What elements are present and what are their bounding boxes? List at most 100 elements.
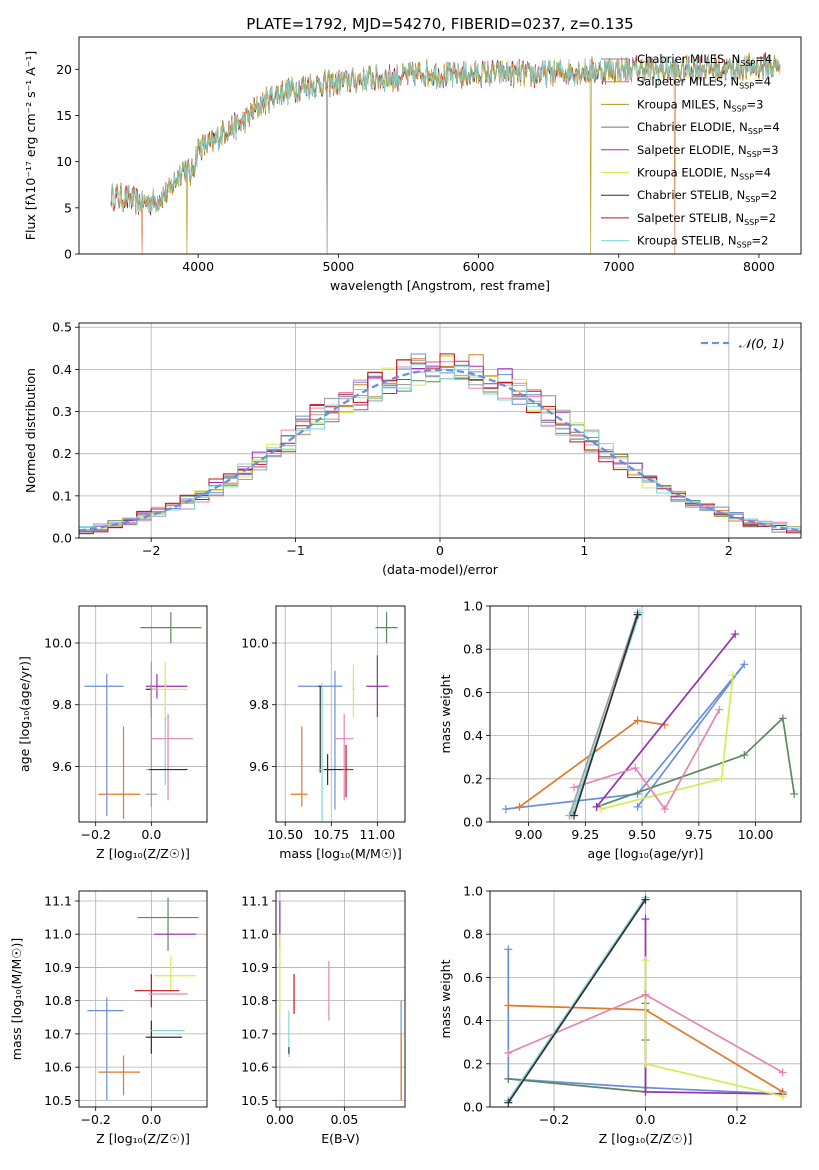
spectrum-lines (110, 51, 781, 254)
x-tick-label: −0.2 (81, 1112, 111, 1127)
x-axis-label: Z [log₁₀(Z/Z☉)] (96, 846, 190, 861)
y-tick-label: 0.2 (463, 771, 483, 786)
mass-vs-ebv-panel: 0.00 0.05 10.5 10.6 10.7 10.8 10.9 11.0 11.1 E(B-… (241, 890, 406, 1146)
y-tick-label: 10.0 (44, 636, 72, 651)
x-axis-label: Z [log₁₀(Z/Z☉)] (599, 1131, 693, 1146)
mass-vs-metallicity-panel: −0.2 0.0 10.5 10.6 10.7 10.8 10.9 11.0 11.1 Z [lo… (9, 890, 208, 1146)
y-axis-label: mass weight (438, 674, 453, 753)
weight-line (507, 899, 647, 1104)
x-tick-label: −1 (286, 543, 304, 558)
normal-curve (79, 368, 801, 532)
legend-entry: Chabrier ELODIE, NSSP=4 (637, 120, 780, 136)
legend-entry: Chabrier STELIB, NSSP=2 (637, 188, 777, 204)
age-vs-mass-panel: 10.50 10.75 11.00 9.6 9.8 10.0 mass [log₁₀(M/M… (241, 605, 406, 861)
axes-frame (78, 36, 802, 255)
x-tick-label: 11.00 (359, 827, 395, 842)
spectrum-line (110, 54, 781, 213)
massweight-vs-metallicity-panel: −0.2 0.0 0.2 0.0 0.2 0.4 0.6 0.8 1.0 Z [log₁₀(Z/Z… (438, 884, 802, 1146)
errorbars (87, 897, 199, 1101)
y-tick-label: 10.8 (241, 993, 269, 1008)
weight-line (600, 675, 734, 810)
y-tick-label: 0.4 (463, 1013, 483, 1028)
x-tick-label: 0.0 (141, 827, 161, 842)
y-tick-label: 1.0 (463, 884, 483, 899)
y-tick-label: 0.5 (52, 320, 72, 335)
y-tick-label: 0.0 (463, 1100, 483, 1115)
weight-line (505, 663, 745, 810)
errorbars (279, 900, 402, 1101)
y-tick-label: 15 (56, 108, 72, 123)
x-tick-label: 0.05 (330, 1112, 358, 1127)
x-axis-label: E(B-V) (321, 1131, 360, 1146)
y-tick-label: 9.8 (52, 697, 72, 712)
y-tick-label: 10.0 (241, 636, 269, 651)
y-tick-label: 20 (56, 62, 72, 77)
x-tick-label: −0.2 (539, 1112, 569, 1127)
y-tick-label: 0.6 (463, 970, 483, 985)
x-tick-label: 0.0 (141, 1112, 161, 1127)
y-tick-label: 10 (56, 154, 72, 169)
age-vs-metallicity-panel: −0.2 0.0 9.6 9.8 10.0 Z [log₁₀(Z/Z☉)] age [log… (17, 605, 208, 861)
y-tick-label: 10.7 (44, 1026, 72, 1041)
weight-line (568, 612, 639, 816)
y-tick-label: 11.1 (44, 893, 72, 908)
weight-line (508, 1003, 647, 1093)
legend-entry: Salpeter ELODIE, NSSP=3 (637, 143, 779, 159)
y-tick-label: 10.8 (44, 993, 72, 1008)
y-tick-label: 11.0 (241, 927, 269, 942)
y-axis-label: mass [log₁₀(M/M☉)] (9, 938, 24, 1060)
x-axis-label: wavelength [Angstrom, rest frame] (330, 278, 550, 293)
x-axis-label: age [log₁₀(age/yr)] (588, 846, 704, 861)
x-tick-label: 10.75 (313, 827, 349, 842)
y-tick-label: 10.6 (44, 1060, 72, 1075)
x-tick-label: 8000 (743, 259, 775, 274)
legend-entry: Kroupa STELIB, NSSP=2 (637, 234, 768, 250)
x-axis-label: mass [log₁₀(M/M☉)] (279, 846, 401, 861)
massweight-vs-age-panel: 9.00 9.25 9.50 9.75 10.00 0.0 0.2 0.4 0.6 0.8 1.0 a… (438, 599, 802, 861)
x-tick-label: 10.50 (267, 827, 303, 842)
y-tick-label: 0.2 (463, 1056, 483, 1071)
x-tick-label: 2 (725, 543, 733, 558)
y-tick-label: 9.8 (249, 697, 269, 712)
y-axis-label: Flux [fλ10⁻¹⁷ erg cm⁻² s⁻¹ A⁻¹] (23, 51, 38, 240)
x-tick-label: 0.0 (636, 1112, 656, 1127)
axes-frame (489, 605, 802, 823)
y-tick-label: 0.2 (52, 446, 72, 461)
x-tick-label: 9.75 (685, 827, 713, 842)
axes-frame (489, 890, 802, 1108)
axes-frame (78, 890, 208, 1108)
legend-entry: Salpeter MILES, NSSP=4 (637, 75, 771, 91)
y-tick-label: 0.4 (52, 362, 72, 377)
y-tick-label: 0.0 (463, 815, 483, 830)
x-tick-label: 7000 (603, 259, 635, 274)
weight-lines (504, 893, 787, 1107)
legend-entry: Kroupa ELODIE, NSSP=4 (637, 166, 771, 182)
legend-entry: 𝒩(0, 1) (739, 336, 785, 351)
x-tick-label: 0.00 (266, 1112, 294, 1127)
x-tick-label: −0.2 (81, 827, 111, 842)
y-tick-label: 0.6 (463, 685, 483, 700)
y-tick-label: 11.0 (44, 927, 72, 942)
y-tick-label: 1.0 (463, 599, 483, 614)
y-axis-label: age [log₁₀(age/yr)] (17, 656, 32, 772)
errorbars (290, 612, 398, 822)
errorbars (84, 612, 202, 819)
x-tick-label: 4000 (182, 259, 214, 274)
weight-line (507, 949, 783, 1095)
legend-entry: Chabrier MILES, NSSP=4 (637, 52, 772, 68)
y-tick-label: 10.5 (44, 1093, 72, 1108)
axes-frame (275, 605, 406, 823)
weight-line (518, 719, 665, 808)
y-tick-label: 0.0 (52, 531, 72, 546)
residuals-panel: −2 −1 0 1 2 0.0 0.1 0.2 0.3 0.4 0.5 (data-model)/er… (23, 320, 802, 577)
y-tick-label: 9.6 (52, 759, 72, 774)
y-tick-label: 11.1 (241, 893, 269, 908)
x-tick-label: 1 (580, 543, 588, 558)
y-tick-label: 0 (64, 247, 72, 262)
legend-entry: Kroupa MILES, NSSP=3 (637, 97, 763, 113)
y-axis-label: Normed distribution (23, 368, 38, 493)
histograms (79, 353, 801, 536)
y-tick-label: 0.1 (52, 488, 72, 503)
x-axis-label: (data-model)/error (382, 562, 499, 577)
y-tick-label: 10.5 (241, 1093, 269, 1108)
